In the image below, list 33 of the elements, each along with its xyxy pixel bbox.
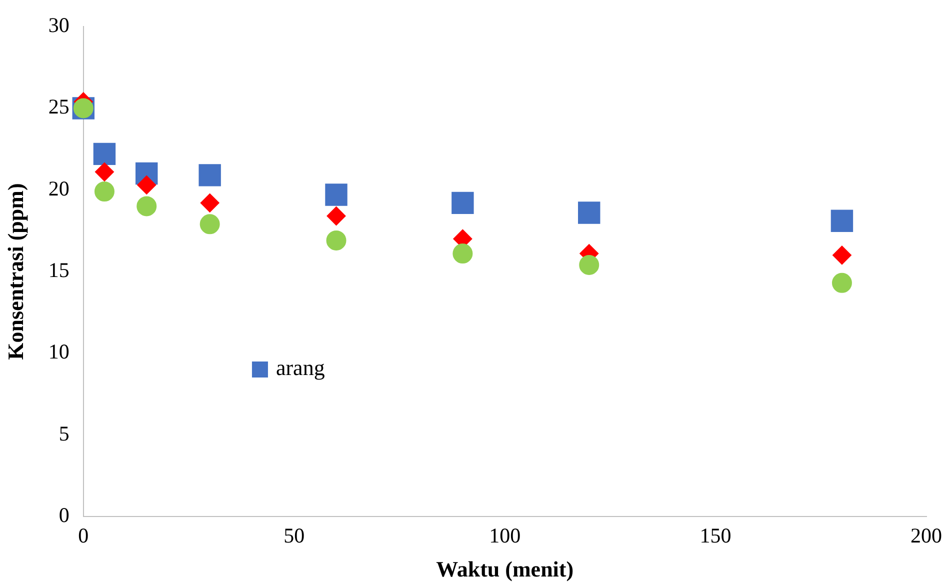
y-tick-label: 5 [58, 421, 70, 446]
y-tick-label: 30 [48, 13, 70, 38]
x-tick-label: 0 [78, 524, 89, 548]
y-tick-label: 10 [48, 340, 70, 364]
point [830, 210, 854, 232]
y-tick-label: 0 [58, 502, 70, 527]
x-tick-label: 50 [284, 524, 305, 548]
point [326, 206, 346, 226]
x-tick-label: 100 [489, 524, 521, 548]
y-axis-title: Konsentrasi (ppm) [2, 183, 28, 360]
point [94, 162, 114, 182]
point [200, 214, 220, 234]
x-tick-label: 200 [910, 524, 942, 548]
point [200, 193, 220, 212]
x-axis-title: Waktu (menit) [436, 556, 574, 582]
point [452, 244, 473, 264]
point [137, 175, 156, 194]
point [578, 202, 600, 224]
point [136, 196, 157, 216]
point [832, 272, 852, 293]
point [93, 142, 116, 166]
point [325, 184, 348, 206]
point [94, 182, 114, 202]
point [326, 230, 346, 250]
y-tick-label: 20 [48, 176, 70, 200]
y-tick-label: 15 [48, 258, 70, 282]
y-tick-label: 25 [48, 94, 70, 119]
point [198, 164, 221, 186]
point [452, 192, 474, 214]
point [579, 254, 600, 275]
x-tick-label: 150 [700, 524, 732, 548]
point [832, 246, 852, 265]
legend-label: arang [276, 355, 325, 380]
